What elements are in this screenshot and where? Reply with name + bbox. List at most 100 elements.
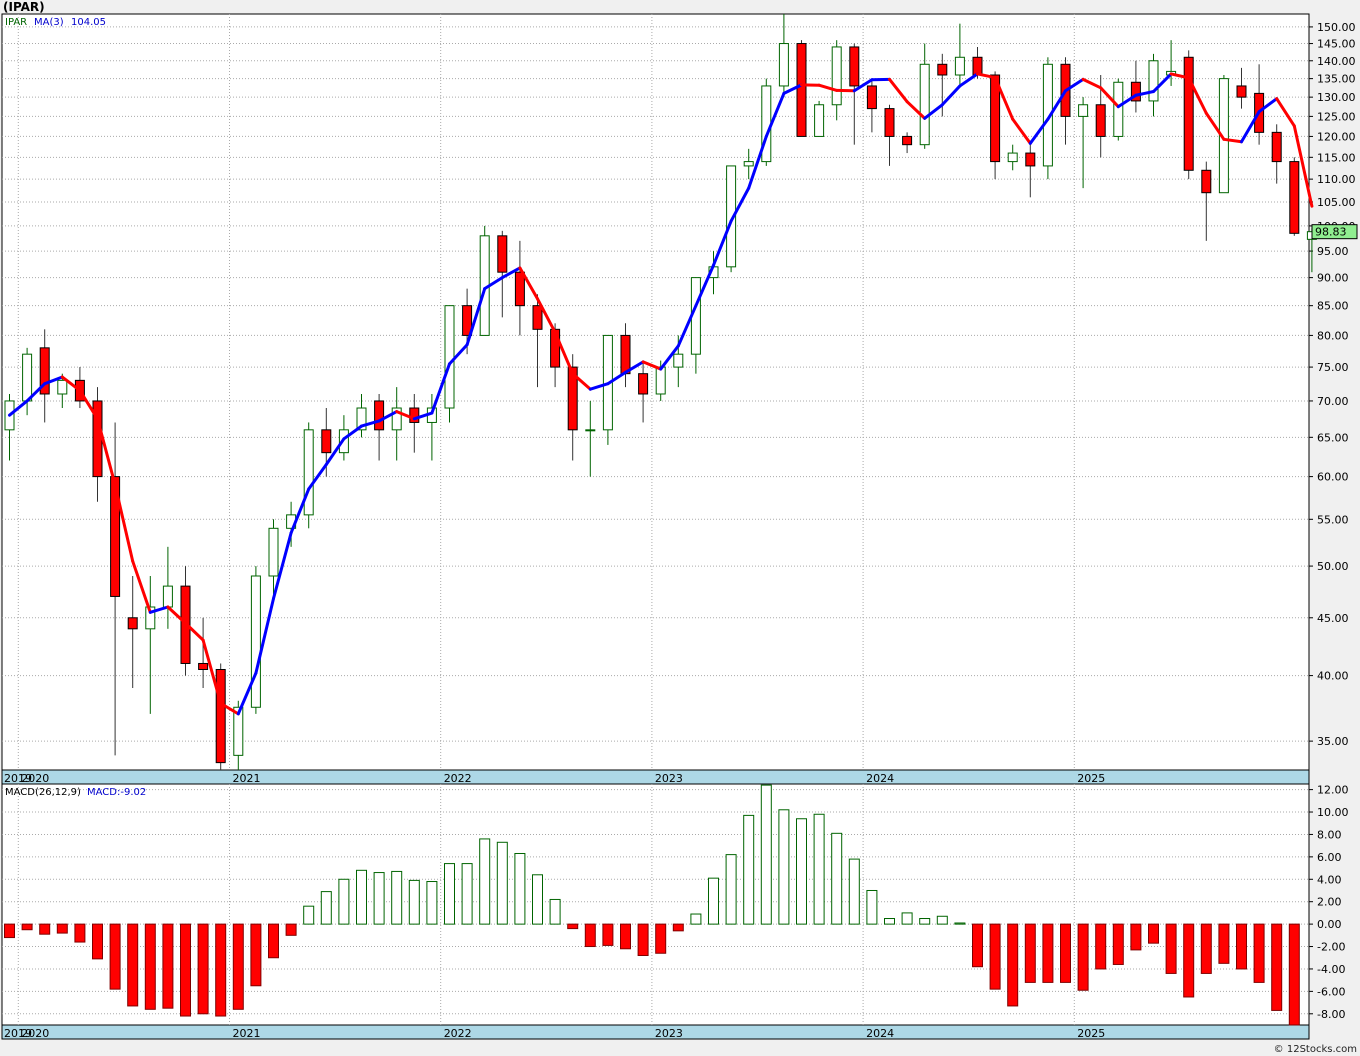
candle [972,56,983,76]
macd-y-tick-label: -2.00 [1317,941,1345,954]
macd-bar [919,918,931,925]
y-tick-label: 120.00 [1317,130,1356,143]
ma-segment [993,76,1015,121]
macd-bar [1200,923,1212,974]
ma-segment [1046,89,1067,121]
last-price-box [1311,224,1358,240]
macd-bar [496,841,508,925]
y-tick-label: 130.00 [1317,91,1356,104]
macd-bar [1007,923,1019,1007]
candle [145,606,156,630]
x-tick-label: 2023 [655,772,683,785]
candle [303,429,314,516]
candle [673,353,684,368]
macd-bar [162,923,174,1009]
candle [990,74,1001,163]
ma-segment [958,72,979,88]
macd-bar [602,923,614,946]
ma-segment [1064,77,1085,93]
macd-bar [180,923,191,1017]
macd-y-tick-label: 8.00 [1317,828,1342,841]
y-tick-label: 45.00 [1317,612,1349,625]
ma-segment [342,424,363,441]
macd-bar [655,923,667,954]
ma-segment [1152,72,1173,94]
macd-legend-value: MACD:-9.02 [87,787,146,798]
ma-segment [43,375,64,386]
y-tick-label: 75.00 [1317,361,1349,374]
macd-bar [408,879,420,925]
macd-bar [144,923,156,1010]
ma-segment [25,382,47,403]
ma-segment [360,419,381,428]
macd-bar [567,923,579,930]
macd-y-tick-label: -4.00 [1317,963,1345,976]
candle [1007,152,1018,163]
macd-bar [320,891,332,925]
ma-segment [659,344,680,371]
x-tick-label: 2020 [21,1027,49,1040]
candle [233,706,244,756]
candle [321,429,332,454]
ma-segment [184,621,205,642]
candle [22,353,33,402]
candle [198,662,209,670]
candle [831,46,842,106]
y-tick-label: 35.00 [1317,735,1349,748]
y-tick-label: 105.00 [1317,196,1356,209]
ma-segment [1257,97,1279,114]
x-tick-label: 2019 [4,772,32,785]
candle [1271,131,1282,163]
macd-bar [426,881,438,925]
candle [1095,104,1106,137]
macd-bar [1077,923,1089,991]
macd-bar [1165,923,1177,974]
candle [1201,169,1212,194]
candle [127,617,138,630]
macd-bar [461,863,473,925]
ma-segment [78,389,99,421]
x-tick-label: 2024 [866,1027,894,1040]
x-tick-label: 2021 [233,772,261,785]
y-tick-label: 90.00 [1317,272,1349,285]
ma-segment [96,417,117,487]
macd-bar [268,923,279,959]
candle [1025,152,1036,167]
ma-segment [131,559,152,614]
ma-segment [272,531,293,601]
x-tick-label: 2019 [4,1027,32,1040]
candle [356,407,367,431]
macd-bar [760,784,772,925]
ma-segment [60,375,82,393]
macd-bar [972,923,983,968]
ma-segment [448,343,469,366]
macd-bar [250,923,262,987]
y-tick-label: 40.00 [1317,670,1349,683]
macd-y-tick-label: 10.00 [1317,806,1349,819]
ma-segment [641,360,663,371]
macd-bar [549,898,561,925]
candle [532,305,543,330]
ma-segment [676,304,698,348]
ma-segment [166,605,187,625]
ma-segment [747,134,768,190]
ma-segment [483,276,504,291]
macd-bar [1130,923,1142,951]
ma-segment [1204,111,1226,141]
candle [215,668,226,764]
macd-bar [4,923,15,939]
ma-segment [412,411,434,421]
macd-bar [1024,923,1036,983]
y-tick-label: 55.00 [1317,513,1349,526]
macd-bar [303,905,315,925]
y-tick-label: 110.00 [1317,173,1356,186]
macd-bar [1236,923,1247,970]
candle [919,63,930,146]
macd-bar [514,852,526,925]
legend-symbol: IPAR [5,17,27,28]
candle [796,43,807,137]
macd-bar [338,878,350,925]
candle [1078,104,1089,117]
macd-bar [989,923,1001,990]
